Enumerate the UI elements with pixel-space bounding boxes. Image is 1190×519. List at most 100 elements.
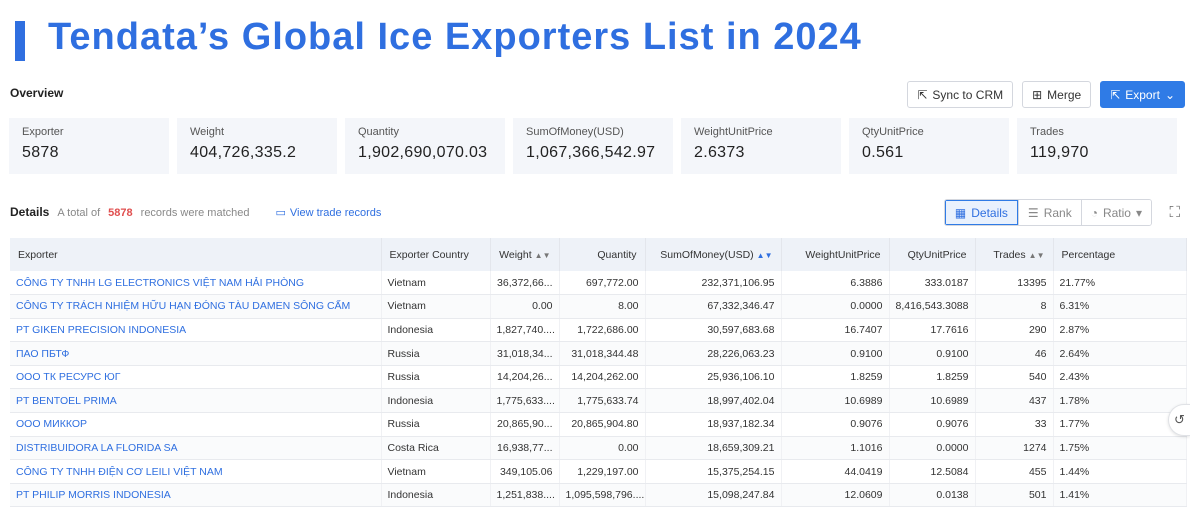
table-cell: 1.1016 (781, 436, 890, 461)
sort-icon: ▲▼ (1028, 250, 1045, 260)
tab-ratio[interactable]: ◔ Ratio ▾ (1080, 200, 1151, 225)
caret-down-icon: ▾ (1135, 205, 1142, 220)
stat-label: Quantity (358, 126, 399, 138)
col-weight[interactable]: Weight ▲▼ (490, 238, 560, 271)
table-cell: 1,722,686.00 (559, 318, 646, 343)
table-icon: ▦ (954, 205, 967, 220)
table-cell: 2.87% (1053, 318, 1187, 343)
table-cell: 21.77% (1053, 271, 1187, 296)
table-row: PT GIKEN PRECISION INDONESIA Indonesia 1,8… (10, 318, 1187, 343)
table-cell: 0.00 (559, 436, 646, 461)
table-cell: Costa Rica (381, 436, 491, 461)
view-trade-records-link[interactable]: ▭ View trade records (275, 206, 381, 220)
exporter-link[interactable]: ООО МИККОР (10, 412, 382, 437)
col-sum-of-money[interactable]: SumOfMoney(USD) ▲▼ (645, 238, 782, 271)
overview-heading: Overview (10, 86, 64, 100)
view-switcher: ▦ Details ☰ Rank ◔ Ratio ▾ (943, 199, 1152, 226)
exporter-link[interactable]: CÔNG TY TNHH ĐIỆN CƠ LEILI VIỆT NAM (10, 459, 382, 484)
stat-card-exporter: Exporter 5878 (9, 118, 169, 174)
tab-details[interactable]: ▦ Details (944, 200, 1018, 225)
table-cell: 20,865,904.80 (559, 412, 646, 437)
stat-card-weight-unit-price: WeightUnitPrice 2.6373 (681, 118, 841, 174)
table-cell: 232,371,106.95 (645, 271, 782, 296)
table-cell: 1.77% (1053, 412, 1187, 437)
exporter-link[interactable]: ООО ТК РЕСУРС ЮГ (10, 365, 382, 390)
stat-value: 404,726,335.2 (190, 144, 297, 161)
export-button[interactable]: ⇱ Export ⌄ (1100, 81, 1185, 108)
col-trades[interactable]: Trades ▲▼ (975, 238, 1054, 271)
sort-icon: ▲▼ (756, 250, 773, 260)
stat-card-qty-unit-price: QtyUnitPrice 0.561 (849, 118, 1009, 174)
table-cell: 1.44% (1053, 459, 1187, 484)
table-cell: 15,375,254.15 (645, 459, 782, 484)
sync-to-crm-label: Sync to CRM (932, 87, 1004, 102)
table-cell: 1.8259 (889, 365, 976, 390)
table-cell: 0.00 (490, 294, 560, 319)
stat-value: 1,067,366,542.97 (526, 144, 656, 161)
table-cell: 1,251,838.... (490, 483, 560, 508)
table-cell: 10.6989 (781, 388, 890, 414)
rank-icon: ☰ (1027, 205, 1039, 220)
exporter-link[interactable]: DISTRIBUIDORA LA FLORIDA SA (10, 436, 382, 461)
exporter-link[interactable]: PT PHILIP MORRIS INDONESIA (10, 483, 382, 508)
ratio-icon: ◔ (1090, 205, 1098, 220)
stat-label: Trades (1030, 126, 1064, 138)
overview-stats: Exporter 5878 Weight 404,726,335.2 Quant… (9, 118, 1177, 174)
table-cell: 0.0000 (781, 294, 890, 319)
tab-rank[interactable]: ☰ Rank (1017, 200, 1081, 225)
stat-label: SumOfMoney(USD) (526, 126, 624, 138)
tab-details-label: Details (971, 205, 1008, 220)
exporter-link[interactable]: PT BENTOEL PRIMA (10, 388, 382, 414)
table-cell: Indonesia (381, 483, 491, 508)
table-cell: 290 (975, 318, 1054, 343)
records-icon: ▭ (275, 207, 286, 219)
table-cell: 2.43% (1053, 365, 1187, 390)
table-cell: 437 (975, 388, 1054, 414)
stat-label: Exporter (22, 126, 64, 138)
details-suffix: records were matched (140, 207, 250, 219)
table-cell: 12.0609 (781, 483, 890, 508)
table-row: CÔNG TY TNHH LG ELECTRONICS VIỆT NAM HẢI… (10, 271, 1187, 296)
exporter-link[interactable]: CÔNG TY TRÁCH NHIỆM HỮU HẠN ĐÓNG TÀU DAM… (10, 294, 382, 319)
banner-accent-bar (15, 21, 25, 61)
stat-label: WeightUnitPrice (694, 126, 773, 138)
merge-button[interactable]: ⊞ Merge (1022, 81, 1092, 108)
table-cell: 1,827,740.... (490, 318, 560, 343)
toolbar: ⇱ Sync to CRM ⊞ Merge ⇱ Export ⌄ (907, 81, 1185, 108)
table-cell: 16,938,77... (490, 436, 560, 461)
table-row: CÔNG TY TRÁCH NHIỆM HỮU HẠN ĐÓNG TÀU DAM… (10, 294, 1187, 319)
table-cell: 697,772.00 (559, 271, 646, 296)
export-icon: ⇱ (1110, 87, 1121, 102)
tab-rank-label: Rank (1043, 205, 1072, 220)
table-cell: 0.9100 (781, 341, 890, 366)
exporter-link[interactable]: CÔNG TY TNHH LG ELECTRONICS VIỆT NAM HẢI… (10, 271, 382, 296)
table-cell: 1,775,633.... (490, 388, 560, 414)
details-prefix: A total of (57, 207, 101, 219)
exporters-table: Exporter Exporter Country Weight ▲▼ Quant… (10, 238, 1187, 508)
table-cell: 13395 (975, 271, 1054, 296)
merge-grid-icon: ⊞ (1032, 87, 1043, 102)
fullscreen-icon[interactable]: ⛶ (1169, 204, 1180, 221)
table-cell: 6.31% (1053, 294, 1187, 319)
table-cell: Vietnam (381, 459, 491, 484)
table-cell: 46 (975, 341, 1054, 366)
table-cell: 67,332,346.47 (645, 294, 782, 319)
col-qty-unit-price: QtyUnitPrice (889, 238, 976, 271)
export-label: Export (1125, 87, 1160, 102)
table-cell: Vietnam (381, 294, 491, 319)
table-cell: 36,372,66... (490, 271, 560, 296)
sync-to-crm-button[interactable]: ⇱ Sync to CRM (907, 81, 1014, 108)
col-exporter: Exporter (10, 238, 382, 271)
table-cell: Russia (381, 365, 491, 390)
table-cell: 18,659,309.21 (645, 436, 782, 461)
table-cell: 14,204,26... (490, 365, 560, 390)
table-cell: 1.75% (1053, 436, 1187, 461)
table-cell: 1.41% (1053, 483, 1187, 508)
exporter-link[interactable]: PT GIKEN PRECISION INDONESIA (10, 318, 382, 343)
stat-card-sum-of-money: SumOfMoney(USD) 1,067,366,542.97 (513, 118, 673, 174)
stat-value: 2.6373 (694, 144, 745, 161)
table-cell: 2.64% (1053, 341, 1187, 366)
chevron-down-icon: ⌄ (1164, 87, 1175, 102)
exporter-link[interactable]: ПАО ПБТФ (10, 341, 382, 366)
table-cell: 15,098,247.84 (645, 483, 782, 508)
